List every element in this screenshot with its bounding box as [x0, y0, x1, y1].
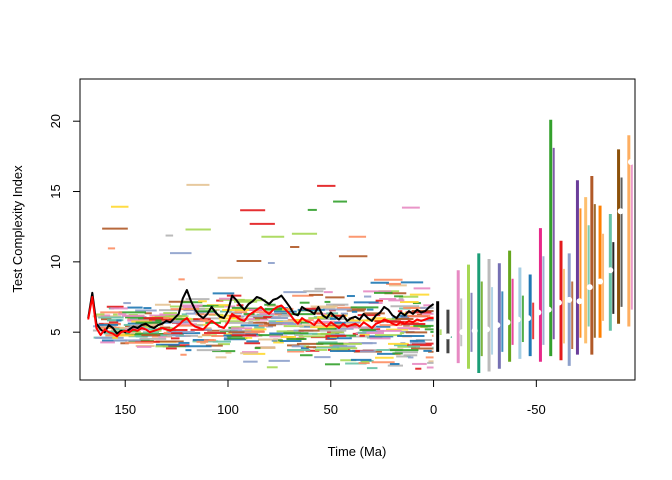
x-tick-label: 50: [324, 402, 338, 417]
x-tick-label: 150: [114, 402, 136, 417]
mean-point: [504, 319, 511, 326]
taxon-range-segments: [92, 183, 434, 370]
mean-point: [514, 316, 521, 323]
x-tick-label: 100: [217, 402, 239, 417]
mean-point: [471, 327, 478, 334]
mean-point: [525, 315, 532, 322]
series-line-0: [87, 289, 435, 335]
mean-point: [586, 284, 593, 291]
mean-point: [576, 298, 583, 305]
mean-point: [617, 208, 624, 215]
mean-point: [566, 296, 573, 303]
series-line-1: [87, 296, 434, 338]
x-tick-label: 0: [430, 402, 437, 417]
y-tick-label: 20: [48, 114, 63, 128]
y-tick-label: 5: [48, 329, 63, 336]
y-tick-label: 10: [48, 255, 63, 269]
mean-point: [545, 306, 552, 313]
x-axis: 150 100 50 0 -50: [114, 379, 546, 417]
mean-point: [627, 158, 634, 165]
mean-point: [597, 278, 604, 285]
y-tick-label: 15: [48, 184, 63, 198]
series-lines: [87, 289, 435, 338]
y-axis-label: Test Complexity Index: [10, 165, 25, 293]
x-axis-label: Time (Ma): [328, 444, 387, 459]
mean-point: [459, 329, 466, 336]
mean-point: [484, 326, 490, 333]
mean-point: [535, 309, 542, 316]
future-range-bars: [436, 119, 633, 373]
mean-point: [444, 333, 451, 340]
mean-point: [494, 322, 501, 329]
plot-area: [87, 119, 634, 373]
mean-point: [555, 299, 562, 306]
x-tick-label: -50: [527, 402, 546, 417]
mean-point: [607, 267, 614, 274]
series-points: [444, 158, 634, 340]
y-axis: 5 10 15 20: [48, 114, 81, 336]
